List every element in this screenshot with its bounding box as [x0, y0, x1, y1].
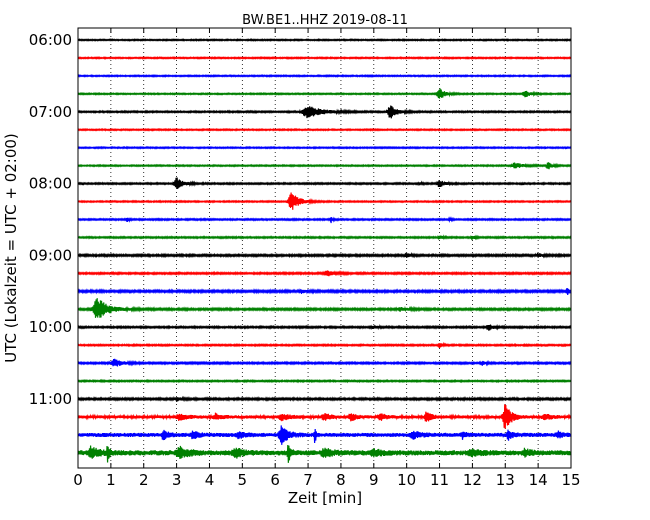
x-tick-label: 12: [463, 471, 482, 489]
x-tick-label: 0: [73, 471, 83, 489]
x-tick-label: 10: [397, 471, 416, 489]
trace-0815: [77, 192, 572, 210]
x-gridlines: [110, 28, 539, 468]
seismic-traces: [77, 38, 572, 463]
y-axis-ticks: 06:00 07:00 08:00 09:00 10:00 11:00: [29, 31, 571, 408]
y-tick-label: 08:00: [29, 175, 72, 193]
trace-0800: [77, 177, 572, 190]
x-tick-label: 11: [430, 471, 449, 489]
x-tick-label: 13: [496, 471, 515, 489]
trace-1000: [77, 323, 572, 331]
trace-0930: [77, 287, 572, 295]
trace-0630: [77, 73, 572, 78]
x-tick-label: 14: [529, 471, 548, 489]
trace-0945: [77, 298, 572, 318]
x-tick-label: 7: [303, 471, 313, 489]
trace-1045: [77, 378, 572, 384]
y-tick-label: 09:00: [29, 246, 72, 264]
x-axis-ticks: 0 1 2 3 4 5 6 7 8 9 10 11 12 13 14 15: [73, 28, 581, 489]
trace-0915: [77, 270, 572, 277]
x-tick-label: 9: [369, 471, 379, 489]
trace-0845: [77, 234, 572, 241]
y-axis-label: UTC (Lokalzeit = UTC + 02:00): [2, 133, 20, 363]
y-tick-label: 10:00: [29, 318, 72, 336]
trace-0730: [77, 145, 572, 150]
trace-1030: [77, 358, 572, 367]
trace-1115: [77, 404, 572, 429]
x-tick-label: 1: [106, 471, 116, 489]
trace-0615: [77, 55, 572, 60]
x-tick-label: 3: [172, 471, 182, 489]
x-axis-label: Zeit [min]: [288, 489, 362, 507]
plot-frame: [77, 27, 572, 469]
trace-0745: [77, 162, 572, 170]
trace-1130: [77, 425, 572, 445]
trace-1145: [77, 444, 572, 463]
y-tick-label: 06:00: [29, 31, 72, 49]
trace-1100: [77, 395, 572, 403]
x-tick-label: 15: [561, 471, 580, 489]
trace-0600: [77, 38, 572, 43]
x-tick-label: 5: [238, 471, 248, 489]
trace-0830: [77, 216, 572, 224]
chart-title: BW.BE1..HHZ 2019-08-11: [242, 13, 408, 28]
x-tick-label: 2: [139, 471, 149, 489]
x-tick-label: 8: [336, 471, 346, 489]
trace-0900: [77, 251, 572, 259]
trace-0700: [77, 105, 572, 119]
x-tick-label: 6: [270, 471, 280, 489]
trace-0715: [77, 127, 572, 132]
trace-0645: [77, 88, 572, 99]
trace-1015: [77, 341, 572, 349]
x-tick-label: 4: [205, 471, 215, 489]
y-tick-label: 07:00: [29, 103, 72, 121]
y-tick-label: 11:00: [29, 390, 72, 408]
